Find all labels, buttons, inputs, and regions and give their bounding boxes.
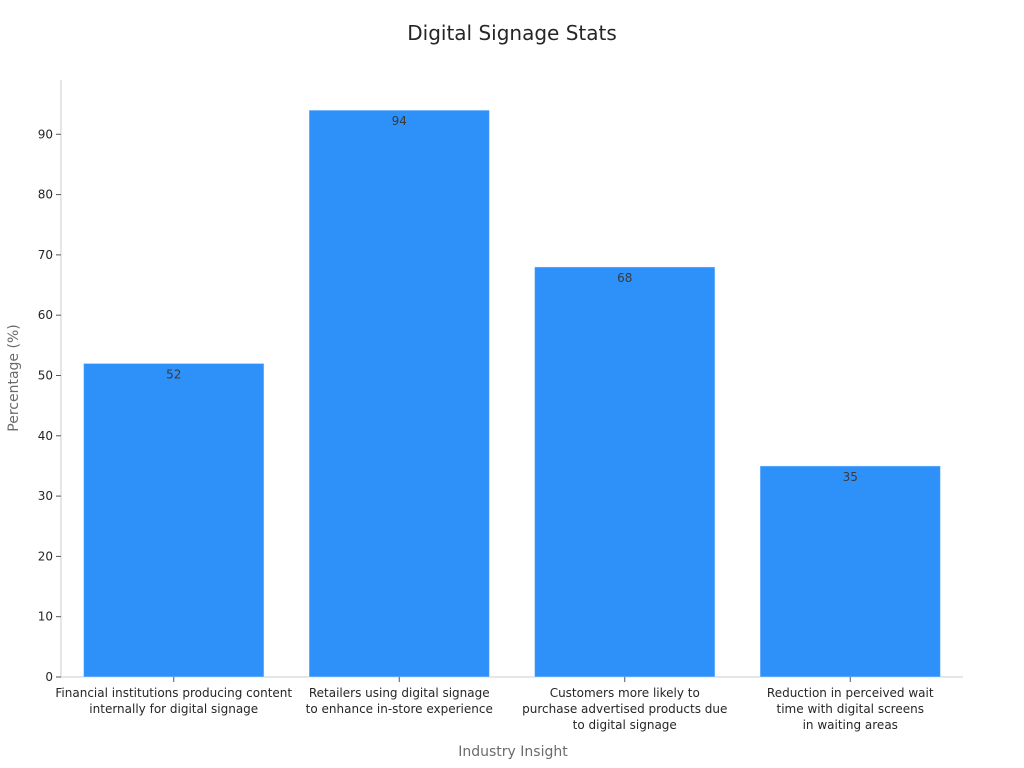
x-tick-label: Reduction in perceived wait bbox=[767, 686, 934, 700]
y-tick-label: 80 bbox=[38, 188, 53, 202]
y-tick-label: 90 bbox=[38, 127, 53, 141]
chart-title: Digital Signage Stats bbox=[407, 21, 617, 45]
y-tick-label: 30 bbox=[38, 489, 53, 503]
y-tick-label: 50 bbox=[38, 368, 53, 382]
x-tick-label: Customers more likely to bbox=[550, 686, 700, 700]
x-tick-label: Financial institutions producing content bbox=[55, 686, 292, 700]
x-tick-label: to digital signage bbox=[573, 718, 677, 732]
x-axis-title: Industry Insight bbox=[458, 744, 568, 760]
y-tick-label: 0 bbox=[45, 670, 53, 684]
y-tick-label: 60 bbox=[38, 308, 53, 322]
x-tick-label: Retailers using digital signage bbox=[309, 686, 490, 700]
x-tick-label: in waiting areas bbox=[803, 718, 898, 732]
x-tick-label: purchase advertised products due bbox=[522, 702, 727, 716]
y-tick-label: 10 bbox=[38, 610, 53, 624]
x-tick-label: internally for digital signage bbox=[89, 702, 258, 716]
y-tick-label: 40 bbox=[38, 429, 53, 443]
y-tick-label: 20 bbox=[38, 549, 53, 563]
y-tick-label: 70 bbox=[38, 248, 53, 262]
bar bbox=[83, 362, 265, 678]
bar-value-label: 35 bbox=[843, 470, 858, 484]
bar-value-label: 68 bbox=[617, 271, 632, 285]
plot-area: 0 10 20 30 40 50 60 70 80 90 52 Financial instituti… bbox=[38, 80, 963, 732]
bar-value-label: 52 bbox=[166, 367, 181, 381]
bar bbox=[534, 266, 716, 678]
x-tick-label: time with digital screens bbox=[777, 702, 924, 716]
bar-value-label: 94 bbox=[392, 114, 407, 128]
x-tick-label: to enhance in-store experience bbox=[306, 702, 493, 716]
bar bbox=[759, 465, 941, 678]
y-axis-title: Percentage (%) bbox=[6, 324, 22, 431]
bar bbox=[308, 109, 490, 678]
